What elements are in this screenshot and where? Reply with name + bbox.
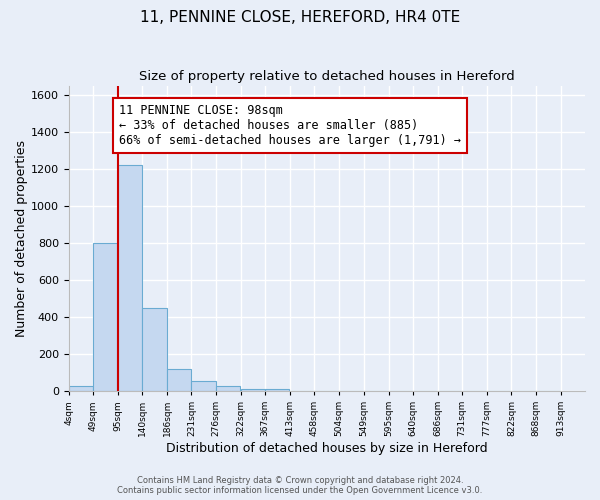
Bar xyxy=(191,381,216,391)
Bar xyxy=(265,389,289,391)
Text: 11, PENNINE CLOSE, HEREFORD, HR4 0TE: 11, PENNINE CLOSE, HEREFORD, HR4 0TE xyxy=(140,10,460,25)
Bar xyxy=(167,369,191,391)
Bar xyxy=(216,386,240,391)
Title: Size of property relative to detached houses in Hereford: Size of property relative to detached ho… xyxy=(139,70,515,83)
Text: Contains HM Land Registry data © Crown copyright and database right 2024.
Contai: Contains HM Land Registry data © Crown c… xyxy=(118,476,482,495)
Bar xyxy=(118,165,142,391)
Text: 11 PENNINE CLOSE: 98sqm
← 33% of detached houses are smaller (885)
66% of semi-d: 11 PENNINE CLOSE: 98sqm ← 33% of detache… xyxy=(119,104,461,147)
Bar xyxy=(142,308,167,391)
Y-axis label: Number of detached properties: Number of detached properties xyxy=(15,140,28,337)
Bar xyxy=(93,243,118,391)
X-axis label: Distribution of detached houses by size in Hereford: Distribution of detached houses by size … xyxy=(166,442,488,455)
Bar xyxy=(241,389,265,391)
Bar xyxy=(68,386,93,391)
